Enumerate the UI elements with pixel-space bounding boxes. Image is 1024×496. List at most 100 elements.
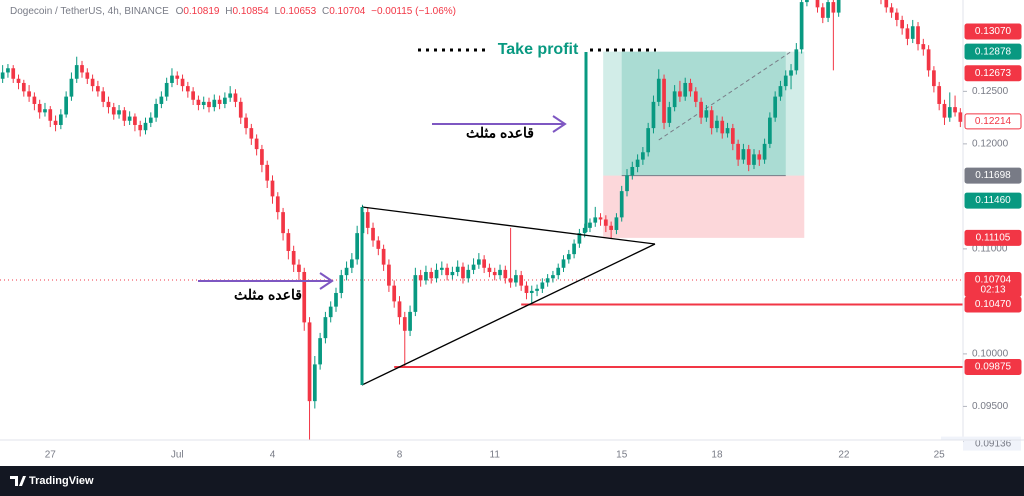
candle-body — [418, 275, 423, 281]
candle-body — [789, 70, 793, 76]
candle-body — [720, 120, 725, 134]
candle-body — [143, 122, 148, 131]
logo — [10, 476, 26, 486]
candle-body — [439, 267, 444, 270]
candle-body — [503, 269, 508, 279]
candle-body — [566, 254, 571, 260]
price-tag — [964, 167, 1022, 184]
candle-body — [826, 2, 830, 18]
candle-body — [159, 96, 164, 104]
price-tag — [964, 23, 1022, 40]
x-tick-label: 22 — [838, 450, 850, 461]
candle-body — [122, 110, 127, 121]
candle-body — [529, 290, 534, 293]
candle-body — [170, 75, 174, 83]
candle-body — [725, 128, 730, 134]
price-tag-label: 0.11460 — [975, 195, 1011, 206]
candle-body — [551, 275, 555, 279]
candle-body — [212, 99, 217, 108]
candle-body — [96, 86, 100, 92]
candle-body — [381, 248, 386, 265]
stop-zone — [603, 175, 805, 238]
candle-body — [905, 28, 910, 39]
time-axis — [0, 440, 963, 466]
candle-body — [461, 266, 465, 279]
candle-body — [43, 109, 47, 113]
candle-body — [74, 65, 79, 79]
candle-body — [508, 278, 513, 283]
candle-body — [350, 259, 354, 268]
candle-body — [133, 116, 137, 125]
candle-body — [895, 12, 899, 20]
candle-body — [524, 285, 529, 293]
candle-body — [630, 166, 635, 176]
candle-body — [455, 266, 460, 272]
price-tag-label: 0.10470 — [975, 299, 1012, 310]
candle-body — [910, 26, 915, 39]
price-tag-label: 0.11105 — [976, 232, 1011, 243]
price-tag-label: 0.10704 — [975, 275, 1012, 286]
candle-body — [672, 91, 677, 108]
candle-body — [254, 138, 259, 150]
candle-body — [244, 117, 248, 129]
legend-key: C — [322, 6, 329, 17]
price-tag-label: 0.12673 — [975, 68, 1012, 79]
price-tag — [964, 43, 1022, 60]
candle-body — [588, 222, 592, 228]
candle-body — [757, 154, 762, 160]
candle-body — [32, 96, 37, 104]
candle-body — [635, 159, 640, 167]
candle-body — [450, 271, 455, 276]
candles — [0, 0, 963, 440]
candle-body — [646, 128, 651, 153]
candle-body — [693, 91, 698, 102]
candle-body — [831, 2, 836, 13]
candle-body — [196, 99, 201, 106]
candle-body — [117, 110, 121, 115]
legend-key: H — [225, 6, 232, 17]
candle-body — [958, 112, 963, 122]
candle-body — [37, 103, 42, 113]
candle-body — [603, 219, 608, 226]
x-tick-label: 4 — [270, 450, 276, 461]
candle-body — [778, 86, 783, 97]
candle-body — [387, 264, 391, 286]
candle-body — [392, 285, 397, 302]
candle-body — [302, 271, 307, 323]
candle-body — [593, 217, 598, 223]
candle-body — [217, 99, 222, 104]
symbol: Dogecoin / TetherUS, 4h, BINANCE — [10, 6, 169, 17]
drawings — [0, 51, 963, 369]
candle-body — [609, 225, 613, 230]
candle-body — [482, 259, 486, 268]
arrow-head — [319, 272, 334, 290]
candle-body — [180, 78, 185, 87]
candle-body — [805, 0, 809, 3]
candle-body — [164, 82, 169, 97]
candle-body — [434, 269, 439, 279]
candle-body — [699, 101, 703, 118]
time-labels: 27 Jul 4 8 11 15 18 22 25 — [45, 450, 945, 461]
candle-body — [334, 292, 338, 307]
candle-body — [932, 70, 936, 87]
candle-body — [921, 44, 926, 50]
candle-body — [799, 2, 804, 50]
legend-value: 0.10854 — [233, 6, 270, 17]
price-tag — [964, 271, 1022, 297]
candle-body — [318, 338, 322, 365]
candle-body — [498, 269, 502, 276]
axis-labels: 0.12500 0.12000 0.11000 0.10000 0.09500 0.130… — [941, 23, 1022, 451]
candle-body — [773, 96, 778, 118]
candle-body — [260, 149, 264, 165]
candle-body — [344, 267, 349, 276]
change: −0.00115 (−1.06%) — [371, 6, 456, 17]
candle-body — [641, 152, 645, 160]
triangle-lower — [361, 243, 656, 386]
candle-body — [201, 101, 206, 106]
candle-body — [233, 93, 238, 102]
candle-body — [223, 97, 227, 104]
candle-body — [836, 0, 841, 13]
candle-body — [228, 93, 233, 98]
